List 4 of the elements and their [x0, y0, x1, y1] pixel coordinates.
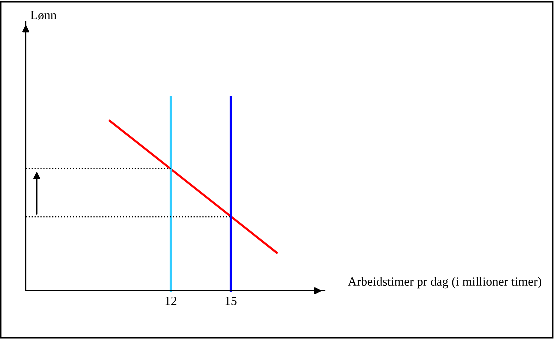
text: Lønn: [30, 11, 57, 20]
x-tick-label: 15: [226, 296, 237, 306]
x-tick-label: 12: [166, 296, 177, 306]
x-axis-title: Arbeidstimer pr dag (i millioner timer): [348, 277, 542, 289]
